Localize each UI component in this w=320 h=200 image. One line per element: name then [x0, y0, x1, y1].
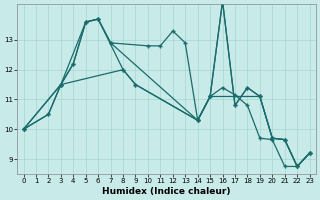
X-axis label: Humidex (Indice chaleur): Humidex (Indice chaleur)	[102, 187, 231, 196]
